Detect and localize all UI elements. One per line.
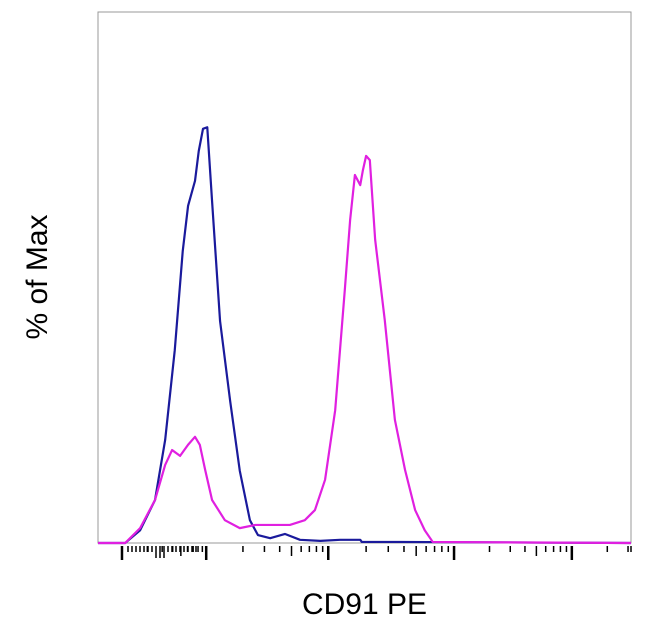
y-axis-label: % of Max xyxy=(21,214,54,340)
series-lines xyxy=(98,126,632,545)
series-line-1 xyxy=(98,126,632,545)
series-line-2 xyxy=(98,154,632,545)
x-axis-ticks xyxy=(120,546,632,560)
plot-frame xyxy=(97,11,632,544)
x-axis-label: CD91 PE xyxy=(301,588,428,621)
